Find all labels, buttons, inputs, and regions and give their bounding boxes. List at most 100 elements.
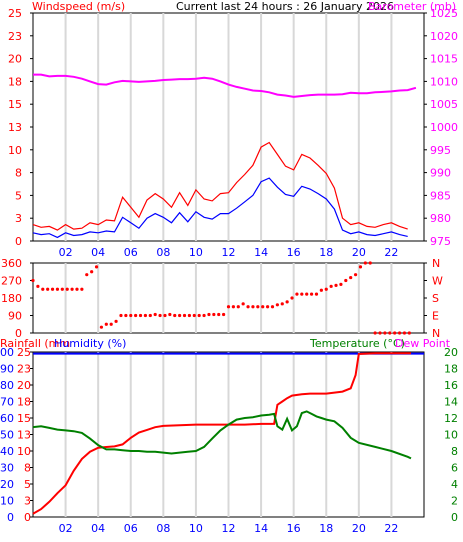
rain-tick-8: 20 bbox=[17, 379, 31, 392]
baro-tick-5: 1000 bbox=[430, 121, 458, 134]
x-tick-14: 14 bbox=[254, 246, 268, 259]
direction-point-61 bbox=[329, 284, 333, 288]
direction-point-33 bbox=[192, 313, 196, 318]
temperature-axis: 0 2 4 6 8 10 12 14 16 18 20 bbox=[30, 346, 458, 524]
compass-tick-3: W bbox=[432, 275, 443, 288]
direction-point-44 bbox=[246, 305, 250, 309]
dir-tick-4: 360 bbox=[1, 257, 22, 270]
temperature-axis-title: Temperature (°C) bbox=[309, 337, 405, 350]
x-tick-18: 18 bbox=[319, 246, 333, 259]
x-tick-22: 22 bbox=[384, 522, 398, 535]
wind-tick-9: 23 bbox=[8, 30, 22, 43]
direction-point-51 bbox=[280, 302, 284, 306]
direction-point-6 bbox=[60, 287, 64, 291]
rain-tick-6: 15 bbox=[17, 412, 31, 425]
temp-tick-10: 20 bbox=[444, 346, 458, 359]
direction-point-73 bbox=[388, 331, 392, 335]
x-tick-14: 14 bbox=[254, 522, 268, 535]
gust-line bbox=[32, 141, 408, 231]
direction-point-67 bbox=[358, 265, 363, 269]
direction-point-50 bbox=[275, 303, 279, 307]
rainfall-axis-title: Rainfall (mm bbox=[0, 337, 70, 350]
direction-point-4 bbox=[50, 287, 55, 291]
temp-tick-8: 16 bbox=[444, 379, 458, 392]
direction-point-37 bbox=[212, 312, 216, 317]
direction-point-32 bbox=[187, 313, 191, 318]
rain-series bbox=[32, 352, 424, 515]
direction-point-30 bbox=[178, 313, 182, 318]
direction-point-15 bbox=[104, 322, 108, 326]
direction-point-57 bbox=[309, 292, 314, 296]
direction-point-20 bbox=[129, 313, 133, 318]
windspeed-axis-title: Windspeed (m/s) bbox=[32, 0, 125, 13]
temp-tick-1: 2 bbox=[451, 495, 458, 508]
baro-tick-4: 995 bbox=[430, 144, 451, 157]
rain-tick-5: 13 bbox=[17, 429, 31, 442]
wind-tick-6: 15 bbox=[8, 98, 22, 111]
x-tick-08: 08 bbox=[156, 246, 170, 259]
direction-point-41 bbox=[231, 305, 235, 309]
temp-tick-2: 4 bbox=[451, 478, 458, 491]
rain-grid bbox=[64, 352, 393, 517]
direction-point-14 bbox=[99, 325, 104, 329]
temp-tick-9: 18 bbox=[444, 363, 458, 376]
direction-point-45 bbox=[251, 305, 255, 309]
direction-point-5 bbox=[55, 287, 60, 291]
direction-point-66 bbox=[353, 273, 358, 277]
baro-tick-1: 980 bbox=[430, 212, 451, 225]
humidity-axis-title: Humidity (%) bbox=[54, 337, 126, 350]
x-tick-06: 06 bbox=[124, 246, 138, 259]
direction-point-46 bbox=[256, 305, 260, 309]
direction-point-58 bbox=[314, 292, 319, 296]
direction-point-40 bbox=[226, 305, 231, 309]
direction-point-56 bbox=[305, 292, 309, 296]
wind-tick-3: 8 bbox=[15, 167, 22, 180]
humidity-tick-9: 90 bbox=[0, 363, 14, 376]
humidity-tick-1: 10 bbox=[0, 495, 14, 508]
direction-point-29 bbox=[173, 313, 177, 318]
direction-point-0 bbox=[31, 278, 35, 283]
direction-point-47 bbox=[261, 305, 265, 309]
baro-tick-6: 1005 bbox=[430, 98, 458, 111]
direction-grid bbox=[64, 263, 393, 333]
direction-point-8 bbox=[70, 287, 74, 291]
barometer-axis-title: Barometer (mb) bbox=[368, 0, 456, 13]
direction-point-76 bbox=[402, 331, 407, 335]
baro-tick-2: 985 bbox=[430, 189, 451, 202]
direction-point-7 bbox=[65, 287, 69, 291]
rain-tick-10: 25 bbox=[17, 346, 31, 359]
direction-point-65 bbox=[349, 275, 353, 280]
humidity-tick-7: 70 bbox=[0, 396, 14, 409]
dir-tick-0: 0 bbox=[15, 327, 22, 340]
chart-title: Current last 24 hours : 26 January 2026 bbox=[176, 0, 394, 13]
wind-tick-10: 25 bbox=[8, 7, 22, 20]
direction-point-64 bbox=[344, 278, 348, 283]
humidity-tick-2: 20 bbox=[0, 478, 14, 491]
barometer-line bbox=[33, 73, 417, 98]
direction-point-31 bbox=[182, 313, 187, 318]
direction-degrees-axis: 0 90 180 270 360 bbox=[1, 257, 33, 340]
direction-point-72 bbox=[383, 331, 387, 335]
x-tick-16: 16 bbox=[287, 522, 301, 535]
direction-point-21 bbox=[134, 313, 138, 318]
average-wind-line bbox=[32, 177, 408, 239]
x-tick-22: 22 bbox=[384, 246, 398, 259]
dir-tick-2: 180 bbox=[1, 292, 22, 305]
direction-point-34 bbox=[197, 313, 201, 318]
direction-point-63 bbox=[339, 282, 343, 286]
direction-point-1 bbox=[36, 284, 40, 288]
direction-point-42 bbox=[236, 305, 240, 309]
rain-tick-0: 0 bbox=[24, 511, 31, 524]
rain-humidity-temp-panel: 0358101315182023250102030405060708090100… bbox=[0, 346, 458, 535]
x-tick-16: 16 bbox=[287, 246, 301, 259]
wind-time-axis: 02 04 06 08 10 12 14 16 18 20 22 bbox=[59, 246, 399, 259]
rainfall-line bbox=[32, 352, 411, 515]
compass-tick-4: N bbox=[432, 257, 440, 270]
temp-tick-6: 12 bbox=[444, 412, 458, 425]
wind-tick-5: 13 bbox=[8, 121, 22, 134]
direction-point-10 bbox=[80, 287, 84, 291]
direction-point-62 bbox=[334, 283, 338, 287]
x-tick-02: 02 bbox=[59, 522, 73, 535]
direction-point-77 bbox=[407, 331, 411, 335]
